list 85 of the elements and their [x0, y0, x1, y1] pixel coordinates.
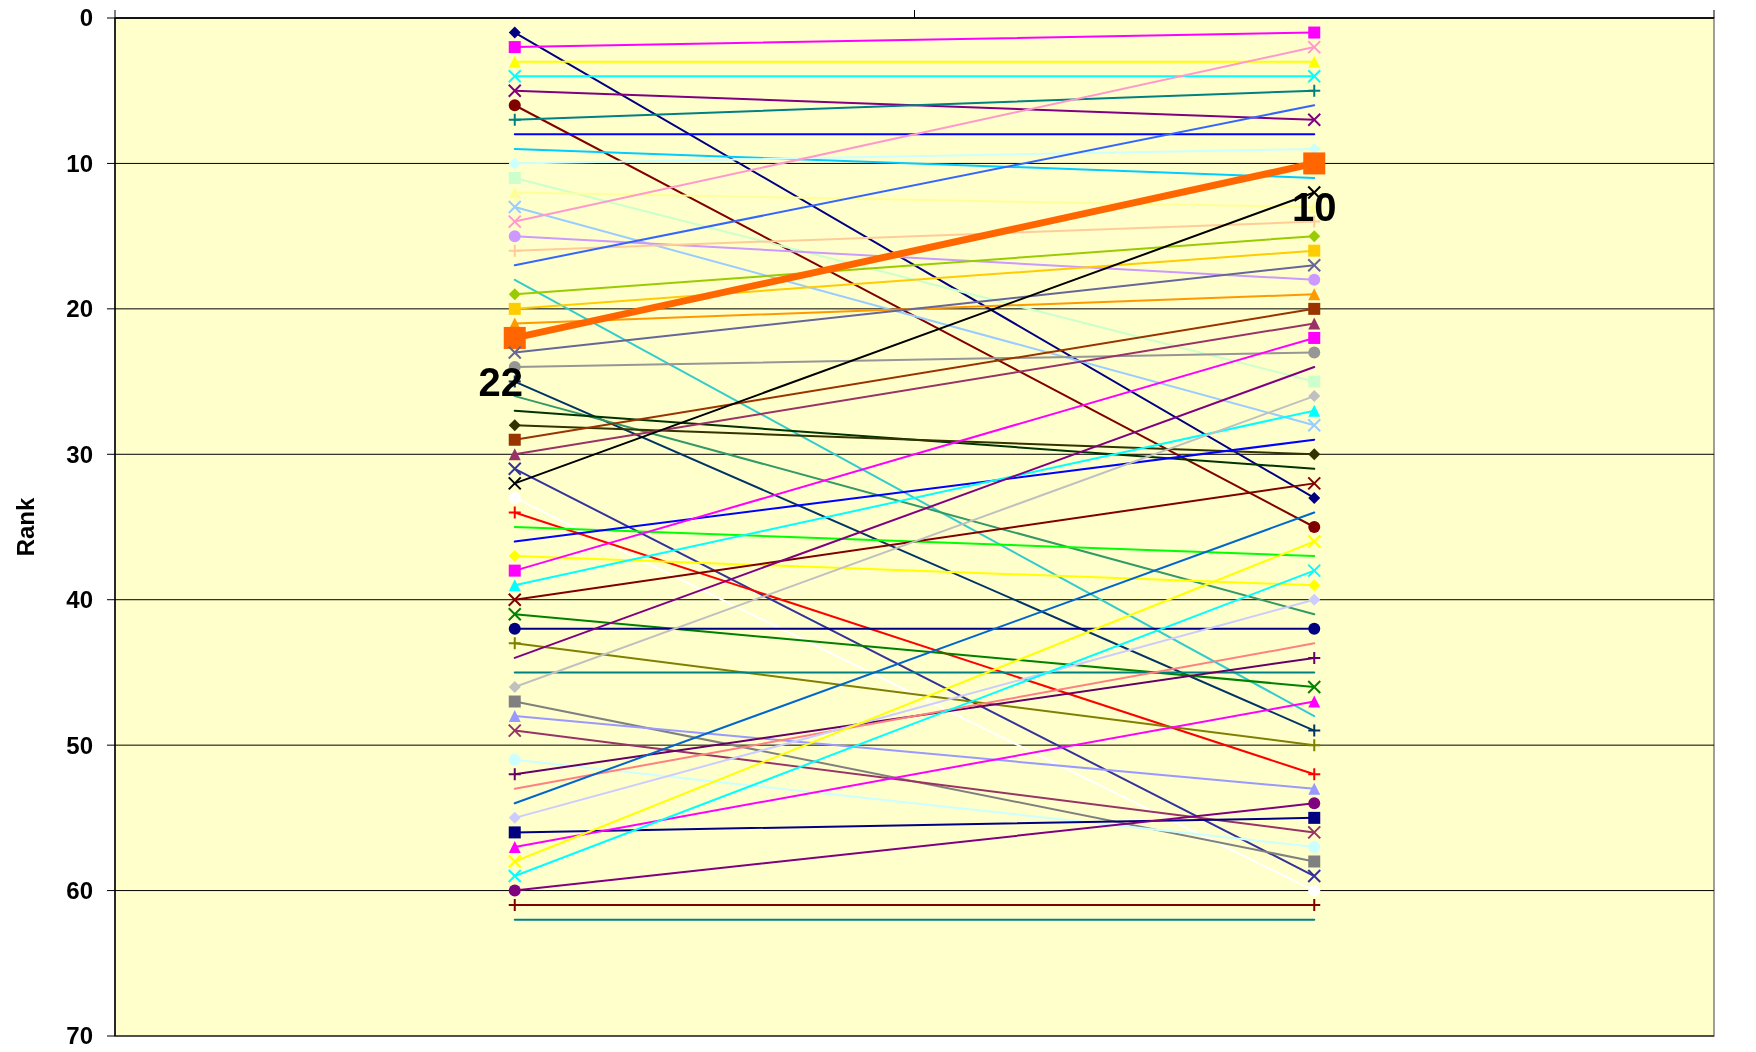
- point: [1308, 244, 1321, 257]
- point: [508, 99, 521, 112]
- point: [1308, 491, 1321, 504]
- point: [508, 419, 521, 432]
- point: [1308, 797, 1321, 810]
- point: [1308, 230, 1321, 243]
- y-tick-label: 70: [66, 1022, 93, 1050]
- point: [508, 41, 521, 54]
- y-tick-label: 10: [66, 149, 93, 177]
- point: [1308, 622, 1321, 635]
- point: [1307, 869, 1322, 884]
- y-axis-title: Rank: [12, 497, 39, 557]
- point: [508, 811, 521, 824]
- point: [1307, 563, 1322, 578]
- point: [508, 695, 521, 708]
- point: [507, 607, 522, 622]
- point: [1308, 26, 1321, 39]
- point: [507, 200, 522, 215]
- point: [1308, 390, 1321, 403]
- point: [1308, 273, 1321, 286]
- point: [507, 461, 522, 476]
- point: [507, 476, 522, 491]
- data-label: 22: [478, 359, 523, 404]
- point: [508, 622, 521, 635]
- point: [508, 884, 521, 897]
- point: [1307, 418, 1322, 433]
- point: [1308, 331, 1321, 344]
- y-tick-label: 30: [66, 440, 93, 468]
- point: [1307, 83, 1322, 98]
- point: [1307, 650, 1322, 665]
- y-tick-label: 60: [66, 876, 93, 904]
- point: [508, 171, 521, 184]
- point: [1307, 679, 1322, 694]
- point: [1307, 40, 1322, 55]
- point: [1308, 346, 1321, 359]
- y-tick-label: 40: [66, 586, 93, 614]
- point: [508, 753, 521, 766]
- point: [1308, 579, 1321, 592]
- point: [1307, 825, 1322, 840]
- point: [508, 491, 521, 504]
- point: [1308, 811, 1321, 824]
- point: [507, 505, 522, 520]
- point: [1307, 738, 1322, 753]
- point: [1303, 152, 1326, 175]
- point: [503, 326, 526, 349]
- point: [1308, 375, 1321, 388]
- point: [508, 680, 521, 693]
- point: [507, 767, 522, 782]
- point: [507, 69, 522, 84]
- y-tick-label: 20: [66, 295, 93, 323]
- point: [1308, 448, 1321, 461]
- point: [1307, 69, 1322, 84]
- point: [1307, 112, 1322, 127]
- point: [507, 112, 522, 127]
- point: [1308, 593, 1321, 606]
- point: [507, 854, 522, 869]
- point: [507, 214, 522, 229]
- point: [508, 550, 521, 563]
- point: [508, 564, 521, 577]
- point: [1307, 723, 1322, 738]
- point: [1307, 476, 1322, 491]
- point: [507, 592, 522, 607]
- point: [1308, 855, 1321, 868]
- point: [1308, 884, 1321, 897]
- point: [1308, 302, 1321, 315]
- y-tick-label: 50: [66, 731, 93, 759]
- point: [507, 345, 522, 360]
- point: [508, 157, 521, 170]
- point: [1308, 521, 1321, 533]
- point: [507, 869, 522, 884]
- point: [1307, 534, 1322, 549]
- point: [508, 288, 521, 301]
- point: [508, 230, 521, 243]
- point: [508, 26, 521, 39]
- point: [508, 302, 521, 315]
- point: [1308, 840, 1321, 853]
- point: [508, 826, 521, 839]
- point: [1307, 767, 1322, 782]
- point: [507, 723, 522, 738]
- point: [507, 243, 522, 258]
- point: [1307, 258, 1322, 273]
- point: [507, 636, 522, 651]
- point: [507, 83, 522, 98]
- point: [508, 433, 521, 446]
- y-tick-label: 0: [79, 4, 93, 32]
